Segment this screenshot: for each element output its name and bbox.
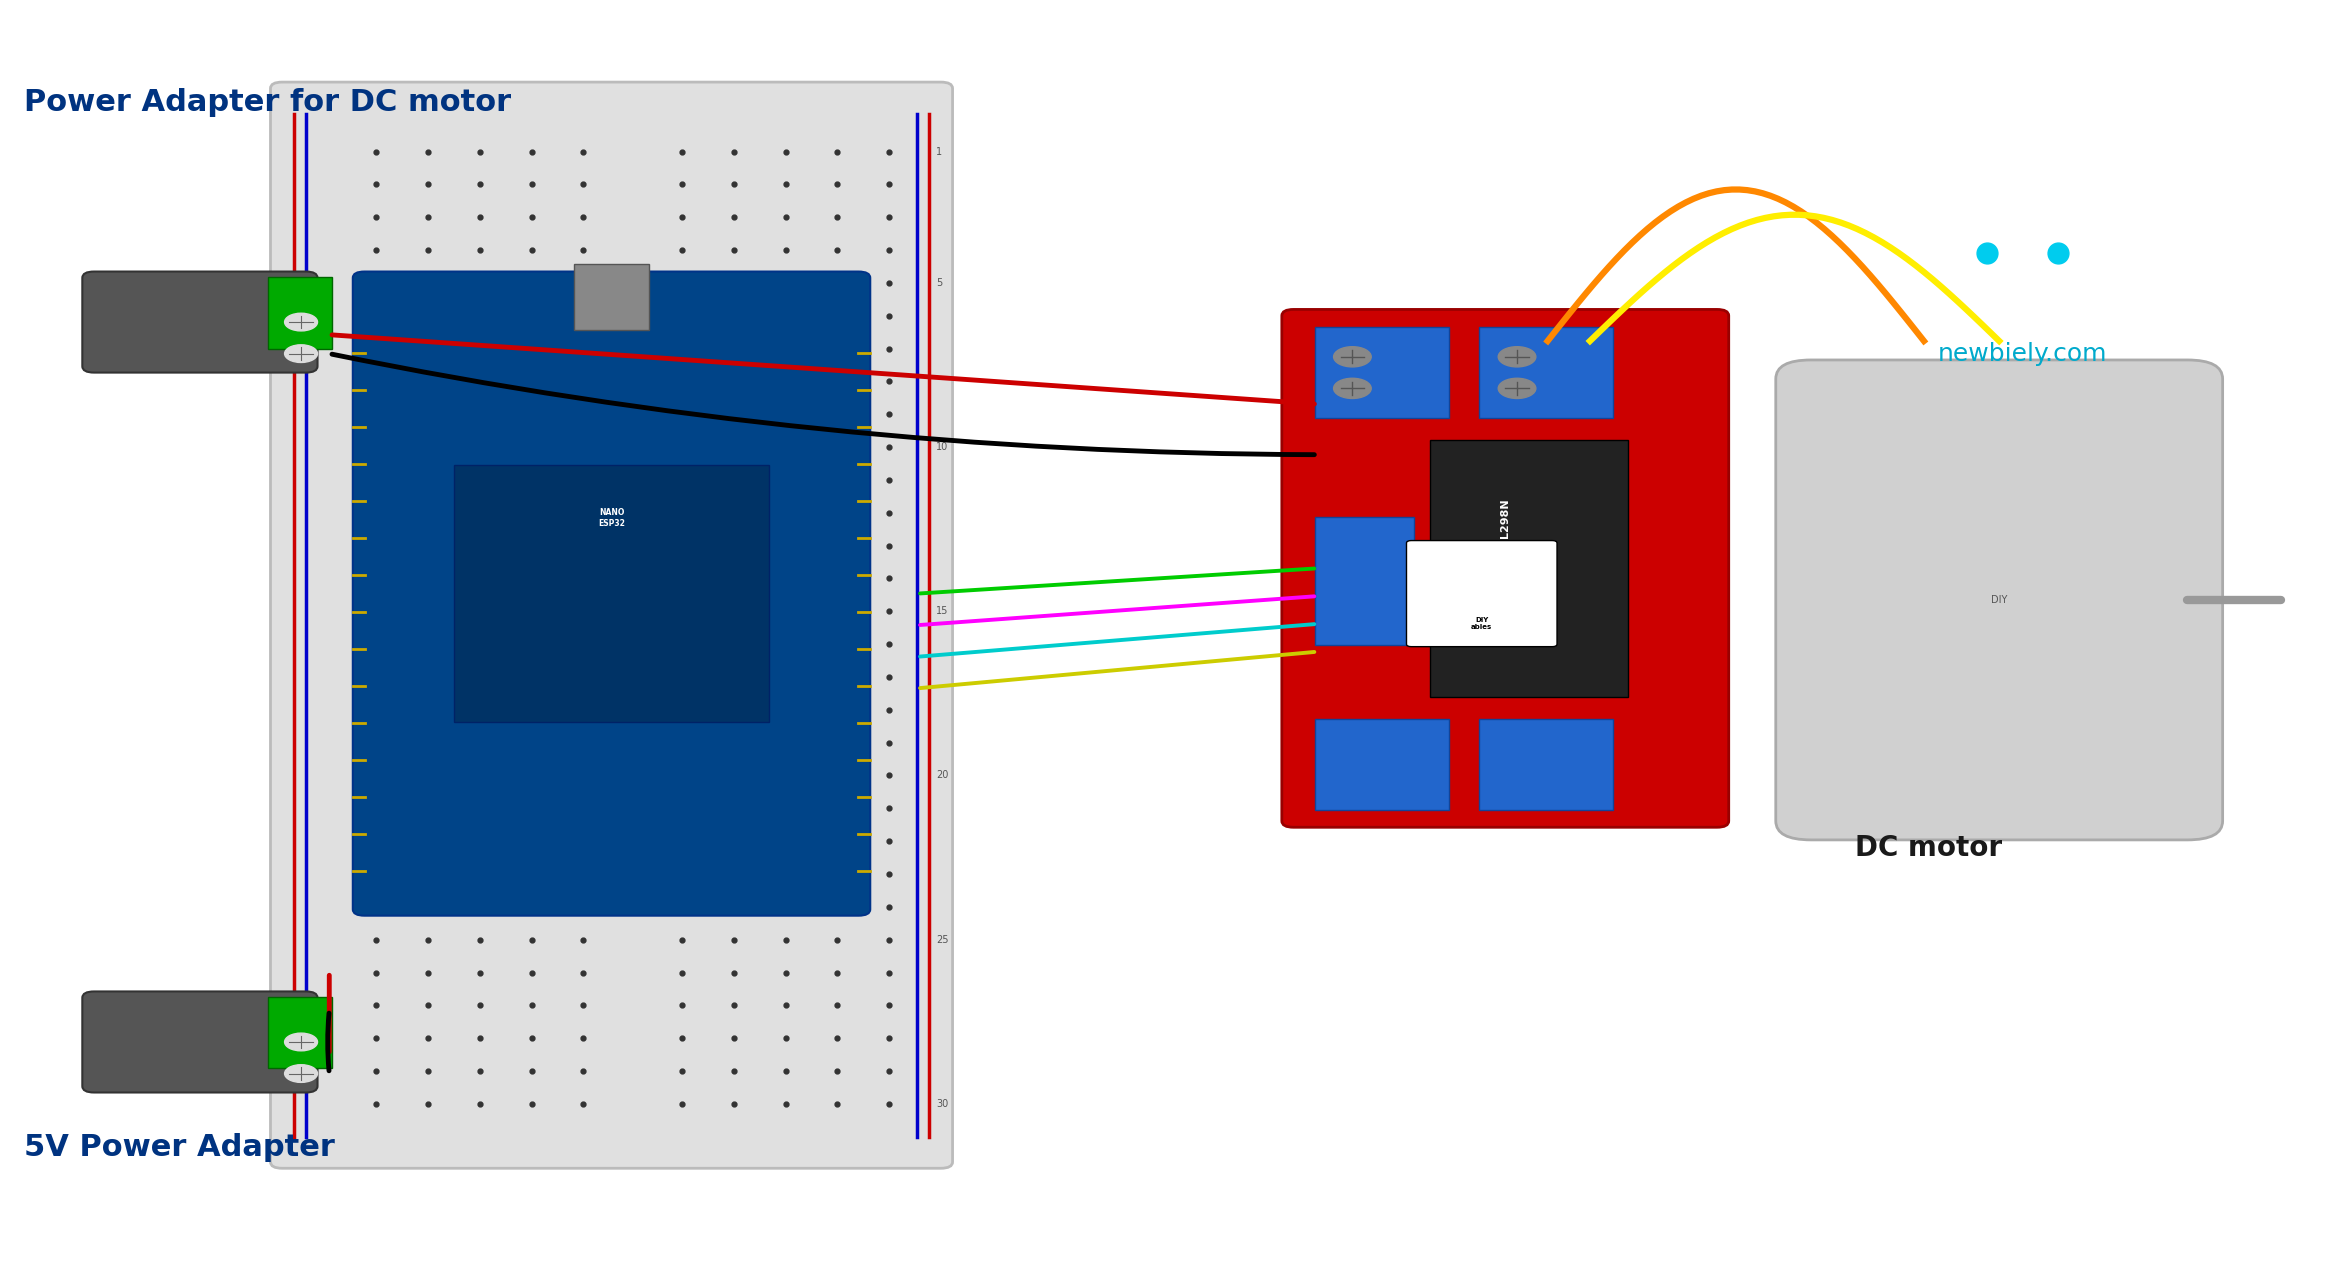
Text: 20: 20: [936, 770, 948, 781]
Circle shape: [285, 1065, 318, 1082]
FancyBboxPatch shape: [1479, 327, 1613, 418]
Text: 5: 5: [936, 278, 943, 288]
FancyBboxPatch shape: [1430, 440, 1628, 697]
Text: DC motor: DC motor: [1856, 834, 2002, 861]
Text: 5V Power Adapter: 5V Power Adapter: [24, 1133, 334, 1162]
Text: DIY: DIY: [1992, 595, 2006, 605]
Circle shape: [1498, 347, 1536, 368]
Text: 30: 30: [936, 1099, 948, 1109]
Circle shape: [1334, 347, 1371, 368]
FancyBboxPatch shape: [1282, 309, 1729, 827]
Circle shape: [285, 1033, 318, 1051]
Circle shape: [285, 313, 318, 331]
FancyBboxPatch shape: [82, 272, 318, 373]
FancyBboxPatch shape: [82, 991, 318, 1092]
FancyBboxPatch shape: [454, 465, 769, 722]
FancyBboxPatch shape: [1315, 517, 1414, 645]
FancyBboxPatch shape: [1315, 327, 1449, 418]
FancyBboxPatch shape: [1776, 360, 2223, 840]
FancyBboxPatch shape: [574, 264, 649, 330]
Text: Power Adapter for DC motor: Power Adapter for DC motor: [24, 88, 510, 117]
Text: 10: 10: [936, 442, 948, 452]
Text: newbiely.com: newbiely.com: [1938, 341, 2107, 366]
FancyBboxPatch shape: [1315, 719, 1449, 810]
Text: DIY
ables: DIY ables: [1470, 618, 1494, 630]
FancyBboxPatch shape: [1479, 719, 1613, 810]
Text: L298N: L298N: [1501, 498, 1510, 538]
FancyBboxPatch shape: [268, 277, 332, 349]
FancyBboxPatch shape: [353, 272, 870, 916]
Text: 15: 15: [936, 606, 948, 616]
Circle shape: [285, 345, 318, 362]
FancyBboxPatch shape: [268, 997, 332, 1068]
Circle shape: [1498, 379, 1536, 399]
Text: NANO
ESP32: NANO ESP32: [597, 508, 626, 528]
Circle shape: [1334, 379, 1371, 399]
Text: 1: 1: [936, 147, 943, 157]
FancyBboxPatch shape: [1406, 541, 1557, 647]
Text: 25: 25: [936, 935, 948, 945]
FancyBboxPatch shape: [270, 82, 953, 1168]
